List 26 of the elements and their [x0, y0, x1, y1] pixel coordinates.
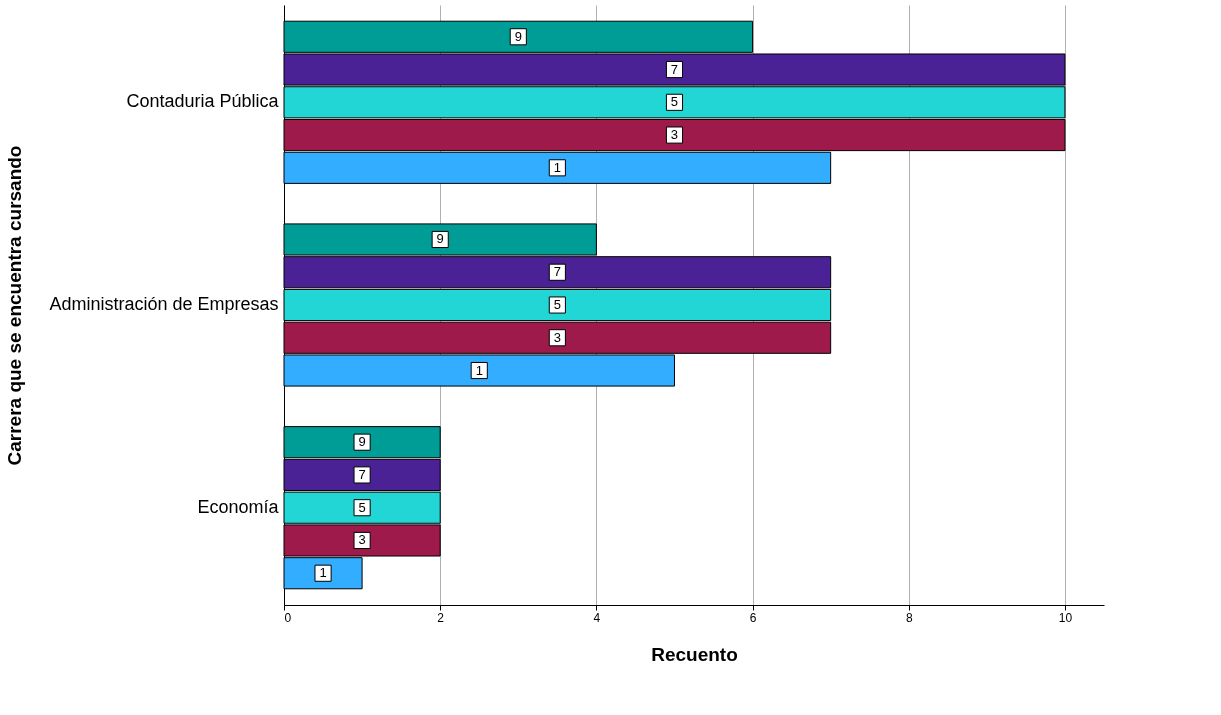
series-label: 9 [514, 28, 522, 44]
y-tick-label: Contaduria Pública [126, 91, 280, 112]
text: 1 [319, 565, 327, 581]
text: 9 [436, 231, 444, 247]
x-axis-title: Recuento [651, 643, 738, 665]
y-axis-title: Carrera que se encuentra cursando [3, 145, 25, 466]
text: 5 [358, 499, 366, 515]
x-tick-label: 4 [593, 610, 601, 625]
x-tick-label: 8 [905, 610, 913, 625]
x-tick-label: 0 [284, 610, 292, 625]
x-tick-label: 2 [437, 610, 445, 625]
text: 7 [358, 466, 366, 482]
text: 5 [553, 297, 561, 312]
x-tick-label: 10 [1058, 610, 1073, 625]
text: 3 [358, 532, 366, 548]
series-label: 7 [670, 61, 679, 77]
text: 1 [475, 362, 483, 378]
x-tick-label: 6 [749, 610, 757, 625]
text: 3 [553, 329, 561, 345]
series-label: 3 [670, 127, 679, 143]
y-tick-label: Administración de Empresas [49, 294, 279, 314]
y-tick-label: Economía [197, 496, 280, 517]
text: 7 [553, 264, 561, 280]
text: 9 [358, 434, 366, 450]
series-label: 1 [553, 159, 561, 175]
series-label: 5 [670, 94, 679, 110]
